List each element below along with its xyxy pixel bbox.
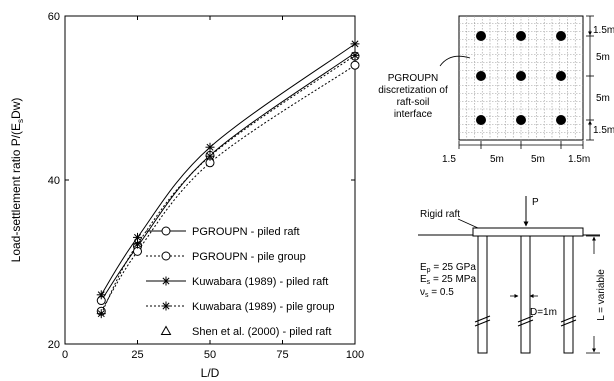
- data-point: [96, 290, 106, 300]
- right-dim-4: 1.5m: [593, 125, 614, 136]
- section-diagram: Rigid raft P D=1m L = variable Ep = 25 G…: [418, 196, 607, 354]
- y-axis-label: Load-settlement ratio P/(EsDw): [9, 98, 25, 263]
- right-dim-3: 5m: [596, 93, 610, 104]
- load-label: P: [532, 197, 539, 208]
- legend-label: PGROUPN - piled raft: [192, 226, 300, 238]
- x-tick-label: 75: [276, 349, 288, 361]
- bottom-dim-4: 1.5m: [568, 154, 590, 165]
- callout-line-2: discretization of: [378, 85, 448, 96]
- series-line: [100, 43, 356, 296]
- pile-plan-marker: [476, 115, 486, 125]
- callout-line-4: interface: [394, 109, 433, 120]
- y-tick-label: 20: [48, 339, 60, 351]
- data-point: [350, 50, 360, 60]
- series-1: [96, 51, 360, 306]
- legend-entry: PGROUPN - pile group: [146, 251, 306, 263]
- pile-plan-marker: [556, 71, 566, 81]
- legend-label: PGROUPN - pile group: [192, 251, 306, 263]
- pile: [560, 235, 577, 354]
- nu-parameter: νs = 0.5: [420, 287, 454, 299]
- legend-entry: Kuwabara (1989) - piled raft: [146, 276, 328, 288]
- raft-label-leader: [457, 218, 479, 229]
- x-tick-label: 50: [204, 349, 216, 361]
- legend-marker: [161, 276, 171, 286]
- legend-marker: [161, 301, 171, 311]
- plan-diagram: PGROUPN discretization of raft-soil inte…: [378, 15, 614, 165]
- callout-line-3: raft-soil: [397, 97, 430, 108]
- pile: [517, 235, 534, 354]
- pile-plan-marker: [556, 31, 566, 41]
- x-tick-label: 25: [131, 349, 143, 361]
- legend-entry: Kuwabara (1989) - pile group: [146, 301, 334, 313]
- pile-plan-marker: [476, 31, 486, 41]
- legend: PGROUPN - piled raft PGROUPN - pile group…: [146, 226, 334, 338]
- data-point: [96, 309, 106, 319]
- data-point: [350, 60, 360, 70]
- series-line: [100, 52, 356, 301]
- data-point: [350, 39, 360, 49]
- rigid-raft: [472, 227, 584, 237]
- bottom-dim-2: 5m: [490, 154, 504, 165]
- y-tick-label: 60: [48, 11, 60, 23]
- data-point: [205, 142, 215, 152]
- pile: [474, 235, 491, 354]
- data-point: [133, 239, 142, 249]
- legend-entry: Shen et al. (2000) - piled raft: [160, 325, 331, 338]
- pile-plan-marker: [516, 31, 526, 41]
- length-dimension: [586, 235, 600, 354]
- plot-frame: [64, 15, 356, 345]
- x-axis-label: L/D: [201, 366, 220, 380]
- bottom-dim-1: 1.5: [442, 154, 456, 165]
- legend-entry: PGROUPN - piled raft: [146, 226, 300, 238]
- chart: 20 40 60 0 25 50 75 100 L/D Load-settlement ra…: [9, 11, 364, 380]
- es-parameter: Es = 25 MPa: [420, 274, 476, 286]
- legend-marker: [160, 325, 172, 335]
- series-layer: [96, 39, 360, 319]
- plan-piles: [476, 31, 566, 125]
- y-tick-label: 40: [48, 175, 60, 187]
- y-axis-ticks: 20 40 60: [48, 11, 355, 351]
- bottom-dim-3: 5m: [531, 154, 545, 165]
- x-axis-ticks: 0 25 50 75 100: [62, 16, 364, 361]
- legend-marker: [161, 226, 171, 236]
- callout-line-1: PGROUPN: [388, 73, 439, 84]
- section-piles: [474, 235, 577, 354]
- callout-leader: [439, 55, 471, 67]
- length-label: L = variable: [596, 269, 607, 321]
- diameter-label: D=1m: [530, 307, 557, 318]
- series-line: [100, 54, 356, 314]
- bottom-dimension: [458, 141, 584, 149]
- legend-label: Kuwabara (1989) - piled raft: [192, 276, 328, 288]
- pile-plan-marker: [516, 71, 526, 81]
- series-3: [96, 39, 360, 300]
- right-dim-1: 1.5m: [593, 25, 614, 36]
- data-point: [205, 151, 215, 161]
- series-line: [100, 64, 356, 312]
- pile-plan-marker: [516, 115, 526, 125]
- pile-plan-marker: [556, 115, 566, 125]
- x-tick-label: 0: [62, 349, 68, 361]
- data-point: [133, 232, 142, 242]
- legend-label: Kuwabara (1989) - pile group: [192, 301, 334, 313]
- legend-label: Shen et al. (2000) - piled raft: [192, 326, 331, 338]
- series-4: [96, 50, 360, 319]
- right-dim-2: 5m: [596, 52, 610, 63]
- ep-parameter: Ep = 25 GPa: [420, 262, 476, 274]
- pile-plan-marker: [476, 71, 486, 81]
- x-tick-label: 100: [346, 349, 364, 361]
- legend-marker: [161, 251, 171, 261]
- right-dimension: [586, 15, 594, 141]
- raft-label: Rigid raft: [420, 209, 460, 220]
